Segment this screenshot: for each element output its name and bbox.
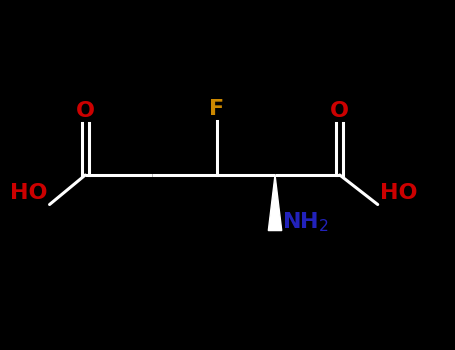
Text: O: O (330, 101, 349, 121)
Text: F: F (209, 99, 225, 119)
Text: HO: HO (380, 183, 417, 203)
Text: HO: HO (10, 183, 47, 203)
Text: NH$_2$: NH$_2$ (282, 210, 329, 234)
Polygon shape (268, 175, 282, 231)
Text: O: O (76, 101, 95, 121)
